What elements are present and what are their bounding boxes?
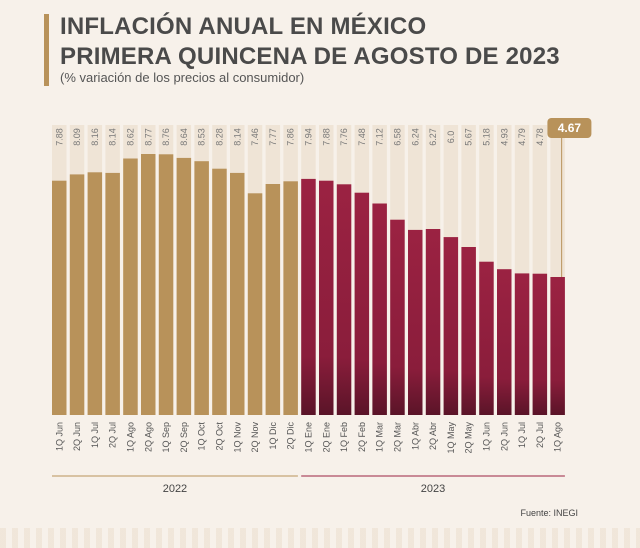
source-note: Fuente: INEGI bbox=[520, 508, 578, 518]
bar bbox=[336, 184, 352, 415]
bar bbox=[497, 269, 512, 415]
chart-subtitle: (% variación de los precios al consumido… bbox=[60, 70, 305, 85]
bar bbox=[532, 273, 548, 415]
data-label: 5.67 bbox=[464, 128, 474, 146]
data-label: 5.18 bbox=[481, 128, 491, 146]
bar bbox=[123, 158, 138, 415]
data-label: 7.46 bbox=[250, 128, 260, 146]
data-label: 8.53 bbox=[197, 128, 207, 146]
data-label: 8.28 bbox=[214, 128, 224, 146]
category-tick-label: 2Q Oct bbox=[214, 422, 224, 451]
page-title: INFLACIÓN ANUAL EN MÉXICO PRIMERA QUINCE… bbox=[60, 12, 560, 72]
category-tick-label: 2Q Abr bbox=[428, 422, 438, 450]
bar bbox=[87, 172, 103, 415]
group-label: 2023 bbox=[421, 483, 445, 495]
category-tick-label: 1Q Ago bbox=[553, 422, 563, 452]
category-tick-label: 1Q Dic bbox=[268, 422, 278, 450]
category-tick-label: 2Q May bbox=[464, 422, 474, 454]
bar bbox=[194, 161, 209, 415]
category-tick-label: 1Q Jul bbox=[90, 422, 100, 448]
category-tick-label: 1Q Nov bbox=[232, 422, 242, 453]
bar bbox=[301, 178, 316, 415]
category-tick-label: 2Q Jul bbox=[108, 422, 118, 448]
data-label: 6.0 bbox=[446, 131, 456, 144]
bar bbox=[443, 237, 459, 415]
data-label: 8.14 bbox=[232, 128, 242, 146]
category-tick-label: 2Q Jul bbox=[535, 422, 545, 448]
data-label: 8.16 bbox=[90, 128, 100, 146]
highlight-box bbox=[547, 118, 592, 138]
category-tick-label: 2Q Feb bbox=[357, 422, 367, 452]
bar bbox=[158, 154, 174, 416]
category-tick-label: 1Q Feb bbox=[339, 422, 349, 452]
bar bbox=[212, 168, 227, 415]
data-label: 7.86 bbox=[286, 128, 296, 146]
bar bbox=[408, 229, 423, 415]
data-label: 8.14 bbox=[108, 128, 118, 146]
category-tick-label: 1Q Mar bbox=[375, 422, 385, 452]
category-tick-label: 1Q Jun bbox=[54, 422, 64, 451]
bar bbox=[425, 229, 441, 415]
category-tick-label: 1Q May bbox=[446, 422, 456, 454]
bar bbox=[550, 277, 565, 415]
bar bbox=[479, 261, 494, 415]
bar bbox=[141, 154, 156, 415]
bar bbox=[265, 184, 281, 415]
data-label: 4.93 bbox=[499, 128, 509, 146]
data-label: 8.77 bbox=[143, 128, 153, 146]
group-label: 2022 bbox=[163, 483, 187, 495]
category-tick-label: 1Q Abr bbox=[410, 422, 420, 450]
bar bbox=[514, 273, 530, 415]
data-label: 8.64 bbox=[179, 128, 189, 146]
category-tick-label: 1Q Ene bbox=[303, 422, 313, 453]
category-tick-label: 2Q Ago bbox=[143, 422, 153, 452]
bar bbox=[461, 247, 476, 415]
data-label: 7.88 bbox=[321, 128, 331, 146]
bar bbox=[319, 180, 334, 415]
data-label: 6.27 bbox=[428, 128, 438, 146]
bar bbox=[52, 180, 67, 415]
bar bbox=[230, 172, 245, 415]
bar bbox=[69, 174, 85, 415]
bar bbox=[354, 192, 370, 415]
category-tick-label: 2Q Jun bbox=[72, 422, 82, 451]
data-label: 7.94 bbox=[303, 128, 313, 146]
bar bbox=[105, 172, 120, 415]
data-label: 4.79 bbox=[517, 128, 527, 146]
bar bbox=[283, 181, 298, 415]
category-tick-label: 1Q Oct bbox=[197, 422, 207, 451]
data-label: 8.76 bbox=[161, 128, 171, 146]
category-tick-label: 1Q Ago bbox=[125, 422, 135, 452]
data-label: 7.88 bbox=[54, 128, 64, 146]
highlight-value-label: 4.67 bbox=[558, 121, 582, 135]
category-tick-label: 1Q Jun bbox=[481, 422, 491, 451]
data-label: 8.62 bbox=[125, 128, 135, 146]
category-tick-label: 2Q Sep bbox=[179, 422, 189, 453]
title-line-1: INFLACIÓN ANUAL EN MÉXICO bbox=[60, 13, 427, 40]
bar bbox=[247, 193, 263, 415]
category-tick-label: 1Q Sep bbox=[161, 422, 171, 453]
category-tick-label: 2Q Mar bbox=[392, 422, 402, 452]
data-label: 6.24 bbox=[410, 128, 420, 146]
bar bbox=[372, 203, 387, 415]
title-accent-bar bbox=[44, 14, 49, 86]
category-tick-label: 2Q Dic bbox=[286, 422, 296, 450]
data-label: 6.58 bbox=[392, 128, 402, 146]
decorative-footer-pattern bbox=[0, 528, 640, 548]
bar bbox=[176, 157, 192, 415]
category-tick-label: 2Q Ene bbox=[321, 422, 331, 453]
bar bbox=[390, 219, 405, 415]
category-tick-label: 1Q Jul bbox=[517, 422, 527, 448]
data-label: 7.76 bbox=[339, 128, 349, 146]
data-label: 8.09 bbox=[72, 128, 82, 146]
data-label: 4.78 bbox=[535, 128, 545, 146]
data-label: 7.48 bbox=[357, 128, 367, 146]
category-tick-label: 2Q Jun bbox=[499, 422, 509, 451]
title-line-2: PRIMERA QUINCENA DE AGOSTO DE 2023 bbox=[60, 43, 560, 70]
data-label: 7.77 bbox=[268, 128, 278, 146]
data-label: 7.12 bbox=[375, 128, 385, 146]
category-tick-label: 2Q Nov bbox=[250, 422, 260, 453]
